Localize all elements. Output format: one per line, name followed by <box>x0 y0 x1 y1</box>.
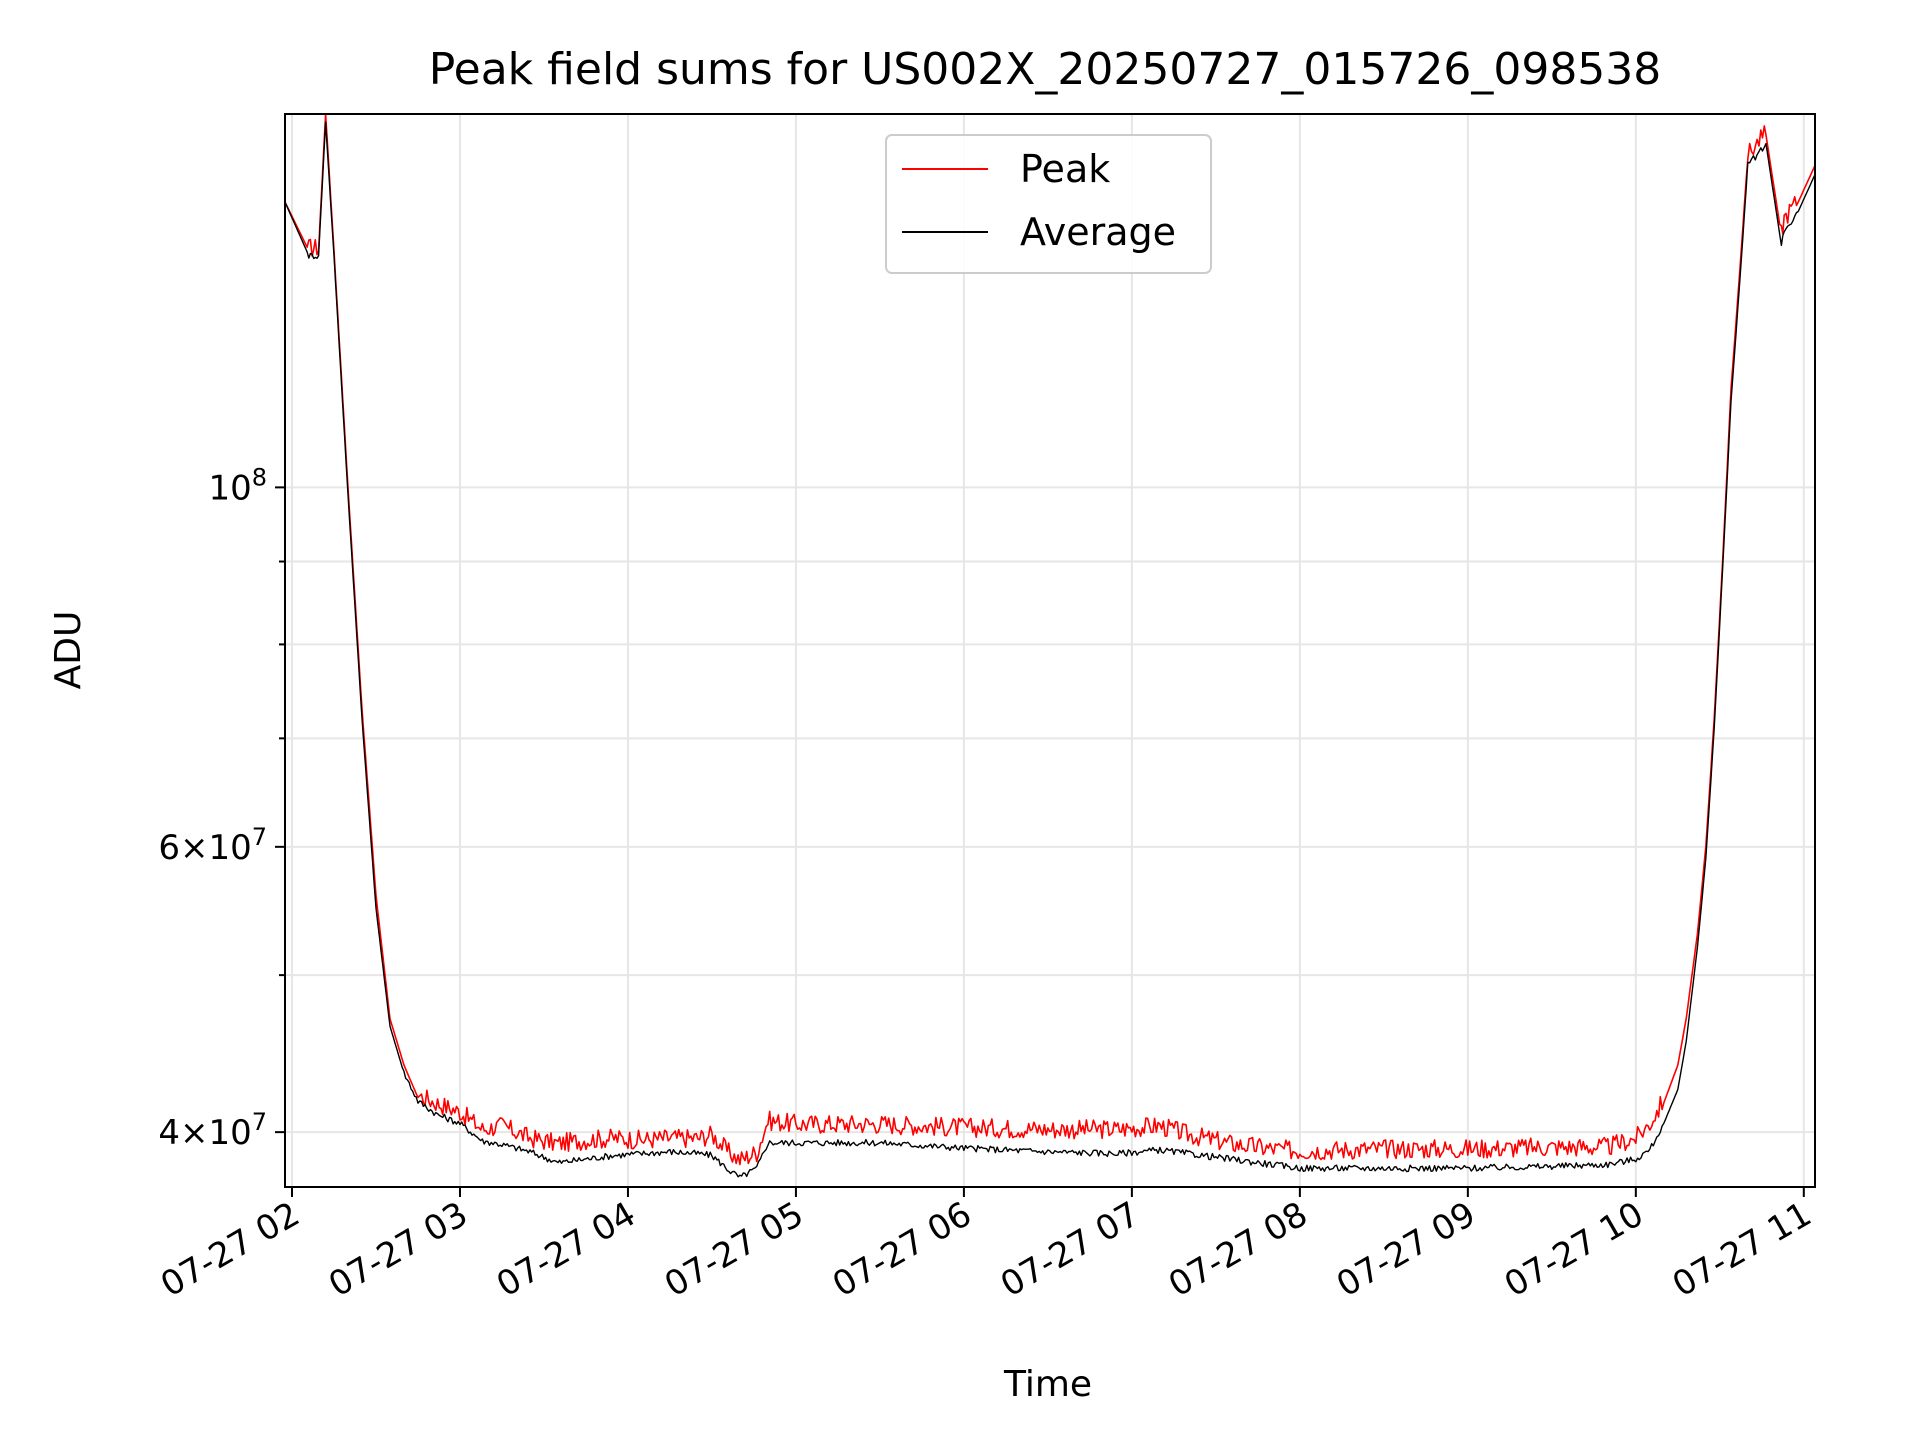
series-layer <box>285 114 1815 1178</box>
y-tick-label: 6×107 <box>158 823 267 868</box>
y-axis-label: ADU <box>48 611 89 690</box>
legend-average-label: Average <box>1020 210 1176 254</box>
chart-title: Peak field sums for US002X_20250727_0157… <box>429 44 1662 95</box>
y-tick-label: 108 <box>208 463 267 508</box>
series-line-peak <box>285 114 1815 1166</box>
y-tick-label: 4×107 <box>158 1108 267 1153</box>
y-axis: 4×107 6×107 108 <box>158 463 285 1153</box>
legend: Peak Average <box>885 134 1212 274</box>
plot-frame <box>284 113 1816 1188</box>
series-line-average <box>285 121 1815 1178</box>
legend-peak-label: Peak <box>1020 147 1110 191</box>
x-axis-label: Time <box>1003 1364 1092 1405</box>
